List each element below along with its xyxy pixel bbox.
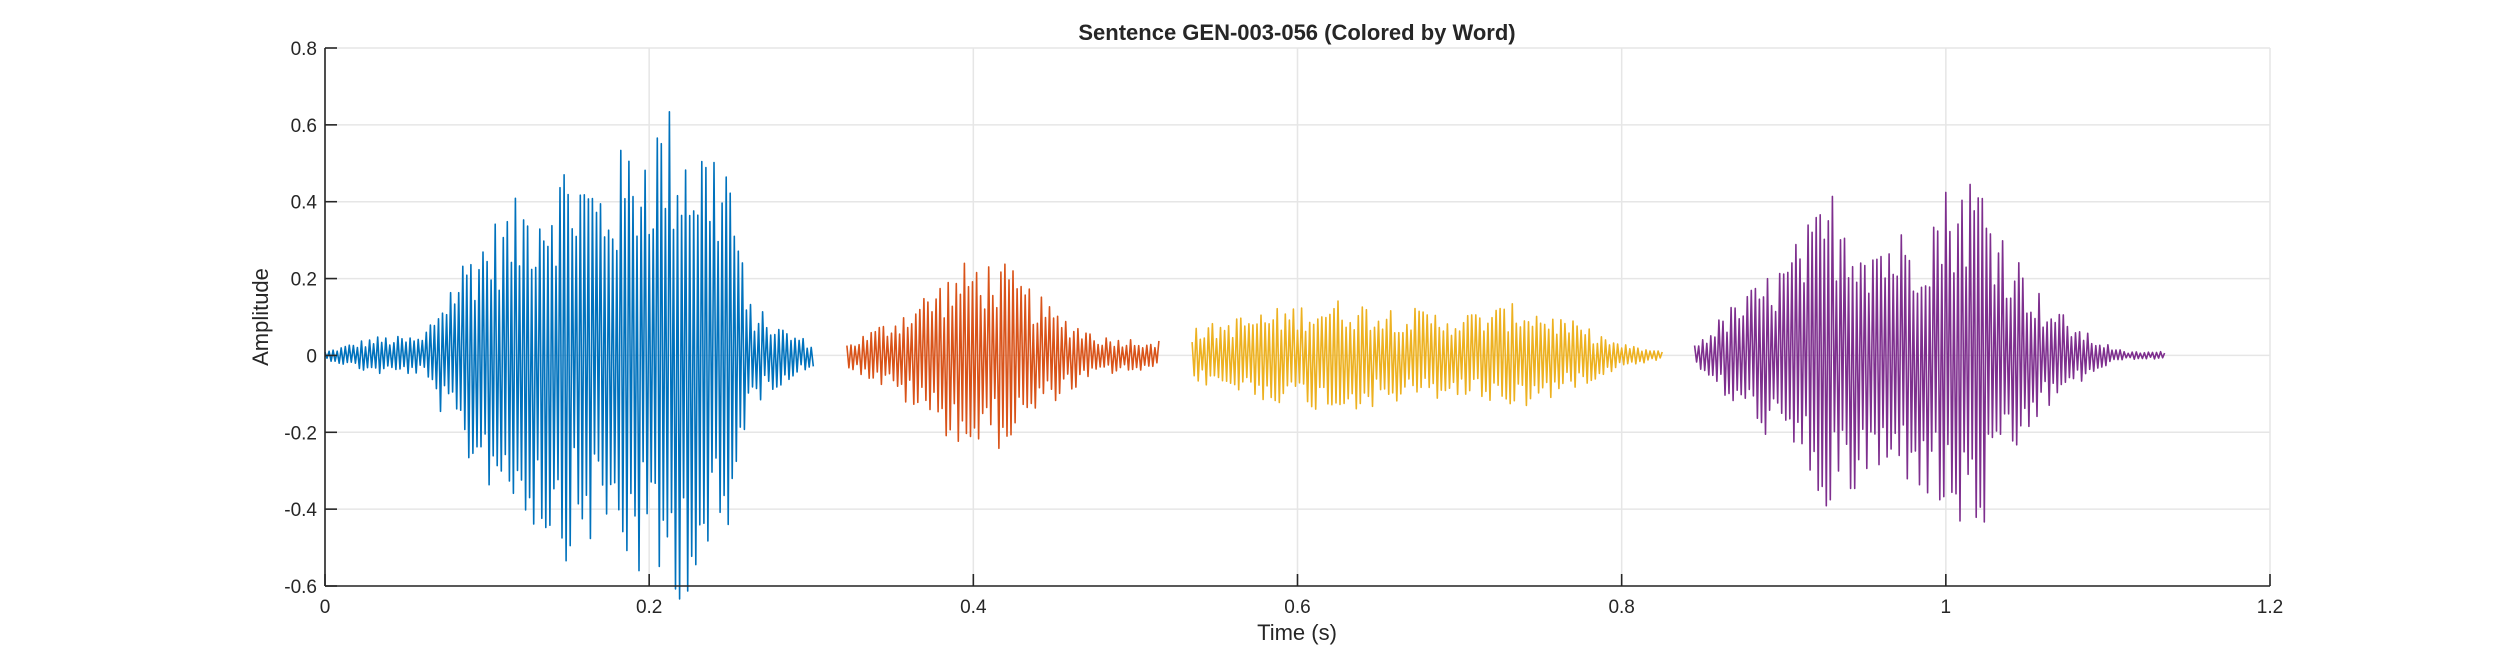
- y-tick-label: -0.6: [284, 577, 317, 598]
- word-waveform-2: [846, 262, 1160, 450]
- y-tick-label: 0: [306, 346, 317, 367]
- x-tick-label: 1.2: [2257, 597, 2283, 618]
- x-tick-label: 0: [320, 597, 331, 618]
- y-tick-label: 0.6: [291, 116, 317, 137]
- axes: [324, 47, 2271, 587]
- y-tick-label: 0.8: [291, 39, 317, 60]
- x-tick-label: 0.2: [636, 597, 662, 618]
- y-axis-title: Amplitude: [248, 268, 273, 366]
- x-tick-label: 0.4: [960, 597, 987, 618]
- y-tick-label: -0.4: [284, 500, 317, 521]
- word-waveform-1: [324, 111, 815, 600]
- waveform-series: [324, 111, 2166, 600]
- x-tick-label: 1: [1941, 597, 1952, 618]
- y-tick-label: 0.4: [291, 193, 318, 214]
- y-tick-label: -0.2: [284, 423, 317, 444]
- tick-labels: 0 0.2 0.4 0.6 0.8 1 1.2 -0.6 -0.4 -0.2 0 0.2 0.4 0.6 0…: [284, 39, 2283, 618]
- y-tick-label: 0.2: [291, 270, 317, 291]
- word-waveform-4: [1693, 183, 2166, 523]
- chart-title: Sentence GEN-003-056 (Colored by Word): [1078, 20, 1515, 45]
- x-axis-title: Time (s): [1257, 620, 1337, 645]
- word-waveform-3: [1191, 300, 1663, 410]
- x-tick-label: 0.8: [1608, 597, 1634, 618]
- x-tick-label: 0.6: [1284, 597, 1310, 618]
